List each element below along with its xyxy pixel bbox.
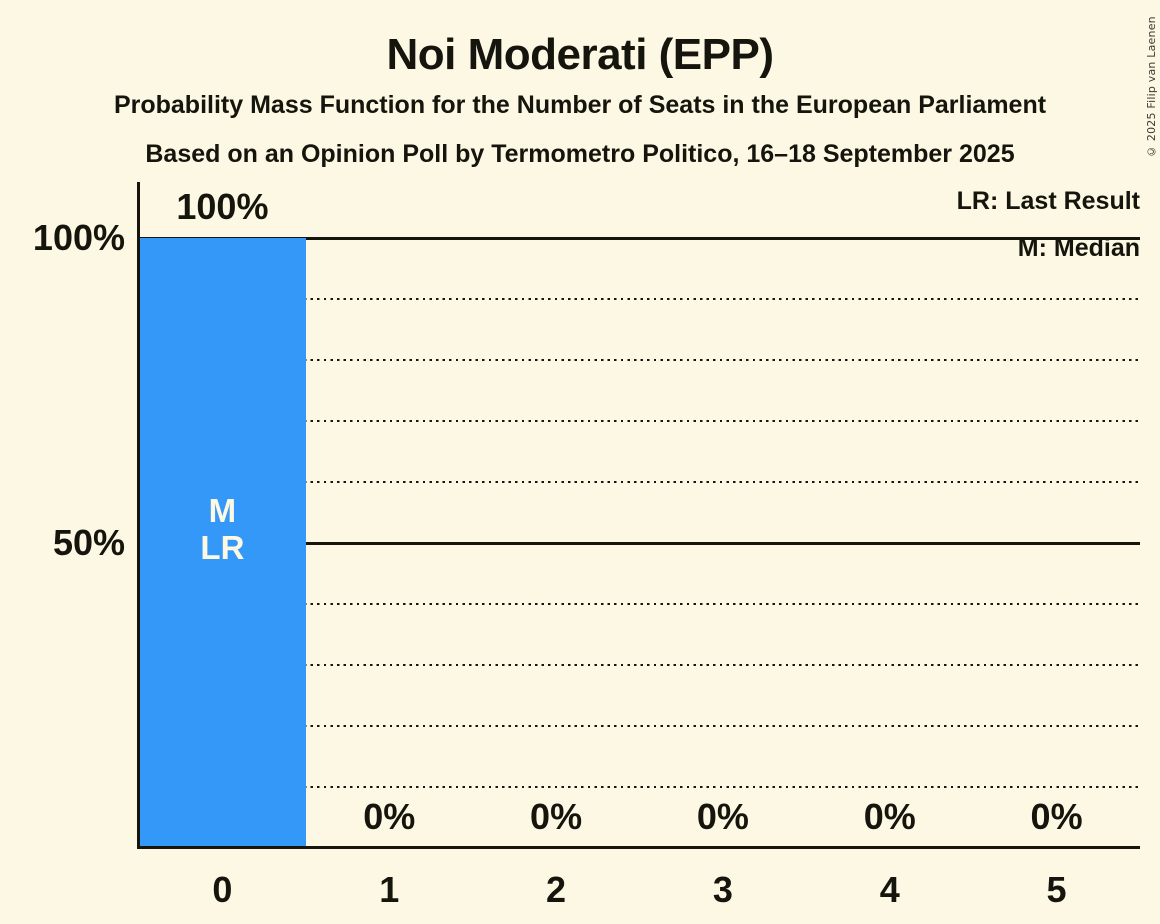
plot-area: 100% 0 0% 1 0% 2 0% 3 0% 4 0% 5 M LR [139,187,1140,910]
chart-subtitle-line2: Based on an Opinion Poll by Termometro P… [145,140,1015,168]
chart-title: Noi Moderati (EPP) [386,30,774,79]
bar-value-label-seats-4: 0% [863,796,916,837]
gridline-50pct [139,541,1140,545]
bar-value-label-seats-3: 0% [696,796,749,837]
x-axis-label-4: 4 [879,869,900,910]
bar-value-label-seats-0: 100% [176,186,269,227]
gridline-30pct [139,663,1140,667]
bar-seats-0 [139,238,306,848]
bar-annotation-median-last-result: M LR [200,492,245,566]
bar-value-label-seats-1: 0% [363,796,416,837]
legend-median: M: Median [1017,234,1140,262]
gridline-70pct [139,419,1140,423]
x-axis-label-0: 0 [212,869,233,910]
gridline-80pct [139,358,1140,362]
y-axis-line [137,182,140,848]
x-axis-label-3: 3 [712,869,733,910]
x-axis-line [137,846,1140,849]
gridline-100pct [139,236,1140,240]
y-axis-label-50pct: 50% [52,522,125,563]
gridline-60pct [139,480,1140,484]
bar-value-label-seats-2: 0% [530,796,583,837]
gridline-10pct [139,785,1140,789]
x-axis-label-2: 2 [546,869,567,910]
legend-last-result: LR: Last Result [956,187,1140,215]
x-axis-label-1: 1 [379,869,400,910]
gridline-40pct [139,602,1140,606]
chart-subtitle-line1: Probability Mass Function for the Number… [113,91,1047,119]
x-axis-label-5: 5 [1046,869,1067,910]
copyright-notice: © 2025 Filip van Laenen [1145,16,1158,158]
gridline-20pct [139,724,1140,728]
gridline-90pct [139,297,1140,301]
bar-value-label-seats-5: 0% [1030,796,1083,837]
y-axis-label-100pct: 100% [32,217,125,258]
